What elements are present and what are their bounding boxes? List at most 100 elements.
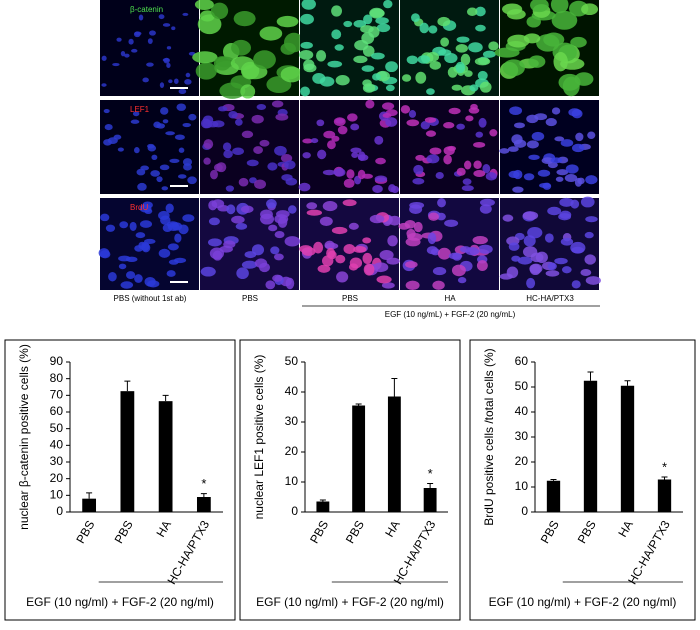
cell (276, 15, 299, 28)
cell (545, 118, 557, 127)
chart-frame (239, 339, 461, 621)
cell (420, 121, 430, 130)
cell (343, 20, 353, 28)
cell (408, 110, 417, 118)
cell (165, 203, 174, 214)
cell (166, 270, 176, 277)
cell (183, 163, 192, 171)
cell (120, 281, 134, 289)
cell (456, 36, 470, 43)
chart-frame (469, 339, 696, 621)
cell (479, 198, 495, 207)
row-label: β-catenin (130, 5, 163, 14)
error-bar (355, 403, 362, 406)
cell (385, 61, 398, 73)
cell (417, 55, 431, 64)
cell (382, 112, 392, 119)
cell (280, 153, 293, 163)
cell (274, 231, 285, 239)
cell (331, 135, 340, 142)
cell (333, 117, 346, 127)
cell (267, 162, 278, 171)
cell (306, 202, 318, 210)
cell (369, 8, 385, 18)
cell (276, 210, 290, 218)
cell (488, 41, 499, 51)
cell (436, 212, 446, 221)
cell (444, 219, 459, 227)
cell (443, 122, 455, 129)
cell (108, 272, 117, 282)
cell (140, 165, 150, 171)
cell (136, 168, 146, 176)
cell (499, 148, 510, 154)
cell (577, 177, 585, 185)
cell (537, 169, 551, 177)
y-axis-label: nuclear β-catenin positive cells (%) (17, 344, 31, 530)
cell (240, 84, 256, 99)
cell (428, 25, 438, 34)
cell (506, 9, 526, 20)
bar (387, 396, 401, 512)
cell (363, 14, 373, 25)
cell (335, 75, 350, 86)
cell (266, 198, 277, 209)
error-bar (624, 380, 631, 386)
cell (413, 221, 423, 233)
cell (526, 15, 541, 28)
cell (513, 169, 523, 180)
error-bar (587, 371, 594, 381)
cell (375, 157, 386, 165)
cell (385, 84, 395, 92)
cell (284, 32, 304, 53)
column-label: PBS (without 1st ab) (114, 294, 187, 303)
cell (388, 184, 396, 193)
cell (259, 139, 270, 147)
cell (228, 110, 238, 119)
cell (159, 164, 170, 171)
error-bar (86, 492, 93, 499)
cell (559, 210, 572, 219)
cell (443, 154, 452, 165)
x-tick-label: PBS (343, 518, 367, 546)
cell (174, 134, 185, 140)
cell (182, 122, 191, 128)
cell (285, 177, 298, 186)
cell (246, 159, 259, 167)
cell (105, 224, 116, 232)
y-tick-label: 0 (291, 504, 298, 518)
cell (400, 105, 411, 114)
cell (161, 186, 169, 191)
cell (447, 145, 456, 152)
cell (187, 176, 197, 185)
cell (259, 262, 270, 273)
cell (360, 25, 374, 34)
cell (412, 178, 425, 185)
cell (550, 157, 563, 164)
cell (564, 174, 578, 182)
cell (146, 62, 154, 67)
cell (405, 280, 420, 291)
cell (370, 52, 385, 60)
cell (545, 270, 560, 277)
cell (387, 235, 398, 247)
cell (178, 88, 187, 95)
cell (415, 71, 427, 84)
cell (353, 20, 367, 28)
annotation: * (428, 466, 433, 481)
cell (411, 13, 420, 23)
cell (472, 236, 488, 245)
cell (562, 76, 580, 97)
cell (256, 103, 267, 111)
cell (362, 237, 372, 244)
cell (223, 240, 236, 249)
cell (316, 50, 327, 62)
y-tick-label: 30 (515, 429, 529, 443)
cell (429, 60, 442, 70)
y-tick-label: 20 (515, 454, 529, 468)
cell (142, 77, 149, 83)
cell (99, 250, 111, 259)
cell (132, 111, 140, 117)
cell (171, 26, 176, 31)
cell (147, 38, 153, 44)
